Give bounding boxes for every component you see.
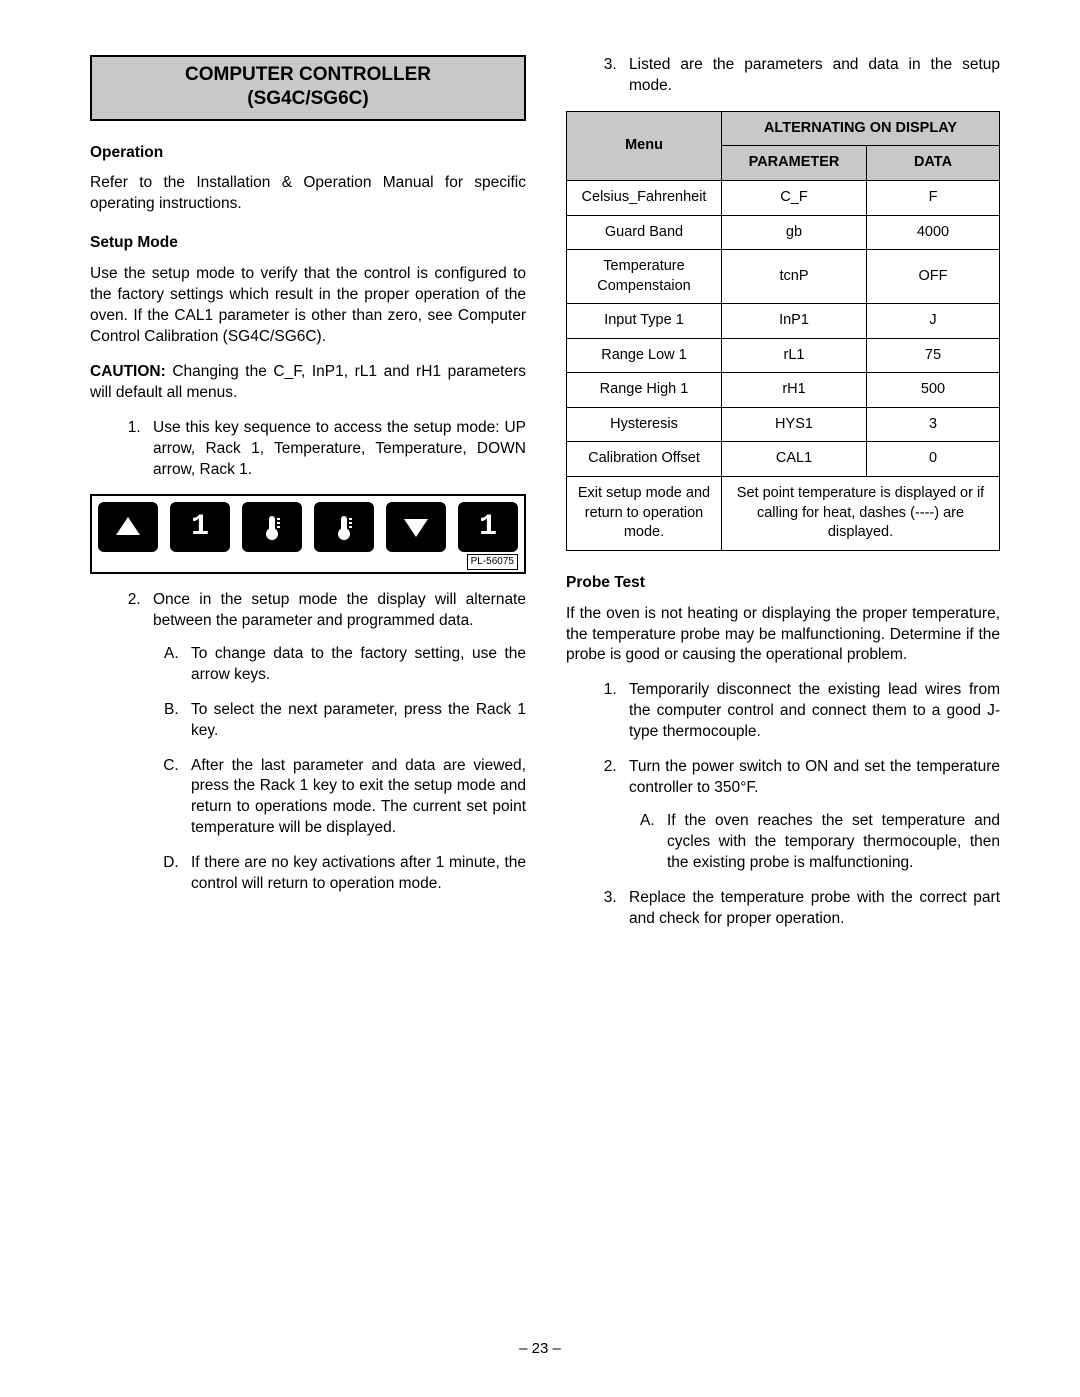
cell-menu: Calibration Offset — [567, 442, 722, 477]
cell-data: J — [867, 304, 1000, 339]
probe-test-paragraph: If the oven is not heating or displaying… — [566, 604, 1000, 667]
table-row-exit: Exit setup mode and return to operation … — [567, 477, 1000, 551]
page: COMPUTER CONTROLLER (SG4C/SG6C) Operatio… — [0, 0, 1080, 944]
setup-steps-list-right: Listed are the parameters and data in th… — [566, 55, 1000, 97]
probe-step-1: Temporarily disconnect the existing lead… — [621, 680, 1000, 743]
setup-step-3: Listed are the parameters and data in th… — [621, 55, 1000, 97]
setup-step-1: Use this key sequence to access the setu… — [145, 418, 526, 481]
rack-1-key-icon: 1 — [170, 502, 230, 552]
setup-step-2a: To change data to the factory setting, u… — [183, 644, 526, 686]
temperature-key-icon — [314, 502, 374, 552]
caution-label: CAUTION: — [90, 363, 166, 380]
cell-data: 500 — [867, 373, 1000, 408]
probe-test-heading: Probe Test — [566, 573, 1000, 594]
table-row: Range High 1rH1500 — [567, 373, 1000, 408]
cell-menu: Hysteresis — [567, 407, 722, 442]
cell-data: 4000 — [867, 215, 1000, 250]
cell-param: rL1 — [722, 338, 867, 373]
probe-step-2a: If the oven reaches the set temperature … — [659, 811, 1000, 874]
setup-step-2c: After the last parameter and data are vi… — [183, 756, 526, 840]
probe-step-2-text: Turn the power switch to ON and set the … — [629, 758, 1000, 796]
table-header-row-1: Menu ALTERNATING ON DISPLAY — [567, 111, 1000, 146]
operation-heading: Operation — [90, 143, 526, 164]
down-arrow-key-icon — [386, 502, 446, 552]
cell-param: C_F — [722, 180, 867, 215]
probe-step-2: Turn the power switch to ON and set the … — [621, 757, 1000, 874]
cell-data: F — [867, 180, 1000, 215]
table-row: Guard Bandgb4000 — [567, 215, 1000, 250]
table-row: HysteresisHYS13 — [567, 407, 1000, 442]
table-row: Temperature CompenstaiontcnPOFF — [567, 250, 1000, 304]
cell-data: 0 — [867, 442, 1000, 477]
setup-step-2-sublist: To change data to the factory setting, u… — [153, 644, 526, 895]
title-line-1: COMPUTER CONTROLLER — [92, 63, 524, 87]
setup-steps-list: Use this key sequence to access the setu… — [90, 418, 526, 481]
cell-param: HYS1 — [722, 407, 867, 442]
setup-step-2b: To select the next parameter, press the … — [183, 700, 526, 742]
setup-step-2: Once in the setup mode the display will … — [145, 590, 526, 895]
setup-step-2-intro: Once in the setup mode the display will … — [153, 591, 526, 629]
setup-steps-list-cont: Once in the setup mode the display will … — [90, 590, 526, 895]
cell-menu: Input Type 1 — [567, 304, 722, 339]
temperature-key-icon — [242, 502, 302, 552]
cell-menu: Range High 1 — [567, 373, 722, 408]
cell-param: tcnP — [722, 250, 867, 304]
left-column: COMPUTER CONTROLLER (SG4C/SG6C) Operatio… — [90, 55, 526, 944]
setup-step-2d: If there are no key activations after 1 … — [183, 853, 526, 895]
page-number: – 23 – — [0, 1340, 1080, 1357]
cell-menu: Range Low 1 — [567, 338, 722, 373]
cell-menu: Temperature Compenstaion — [567, 250, 722, 304]
cell-menu: Guard Band — [567, 215, 722, 250]
cell-data: 3 — [867, 407, 1000, 442]
probe-step-3: Replace the temperature probe with the c… — [621, 888, 1000, 930]
key-row: 1 1 — [98, 502, 518, 552]
cell-exit-data: Set point temperature is displayed or if… — [722, 477, 1000, 551]
key-sequence-figure: 1 1 PL-56075 — [90, 494, 526, 574]
th-menu: Menu — [567, 111, 722, 180]
cell-menu: Celsius_Fahrenheit — [567, 180, 722, 215]
cell-param: InP1 — [722, 304, 867, 339]
th-parameter: PARAMETER — [722, 146, 867, 181]
rack-1-key-icon: 1 — [458, 502, 518, 552]
cell-param: gb — [722, 215, 867, 250]
setup-paragraph-1: Use the setup mode to verify that the co… — [90, 264, 526, 348]
parameter-table: Menu ALTERNATING ON DISPLAY PARAMETER DA… — [566, 111, 1000, 551]
table-head: Menu ALTERNATING ON DISPLAY PARAMETER DA… — [567, 111, 1000, 180]
table-body: Celsius_FahrenheitC_FF Guard Bandgb4000 … — [567, 180, 1000, 550]
caution-paragraph: CAUTION: Changing the C_F, InP1, rL1 and… — [90, 362, 526, 404]
cell-param: CAL1 — [722, 442, 867, 477]
operation-paragraph: Refer to the Installation & Operation Ma… — [90, 173, 526, 215]
up-arrow-key-icon — [98, 502, 158, 552]
cell-data: OFF — [867, 250, 1000, 304]
table-row: Celsius_FahrenheitC_FF — [567, 180, 1000, 215]
probe-step-2-sublist: If the oven reaches the set temperature … — [629, 811, 1000, 874]
cell-exit-menu: Exit setup mode and return to operation … — [567, 477, 722, 551]
table-row: Input Type 1InP1J — [567, 304, 1000, 339]
probe-steps-list: Temporarily disconnect the existing lead… — [566, 680, 1000, 929]
right-column: Listed are the parameters and data in th… — [566, 55, 1000, 944]
table-row: Calibration OffsetCAL10 — [567, 442, 1000, 477]
th-data: DATA — [867, 146, 1000, 181]
setup-mode-heading: Setup Mode — [90, 233, 526, 254]
title-line-2: (SG4C/SG6C) — [92, 87, 524, 111]
cell-data: 75 — [867, 338, 1000, 373]
cell-param: rH1 — [722, 373, 867, 408]
table-row: Range Low 1rL175 — [567, 338, 1000, 373]
th-alternating: ALTERNATING ON DISPLAY — [722, 111, 1000, 146]
section-title-box: COMPUTER CONTROLLER (SG4C/SG6C) — [90, 55, 526, 121]
figure-label: PL-56075 — [467, 554, 518, 570]
